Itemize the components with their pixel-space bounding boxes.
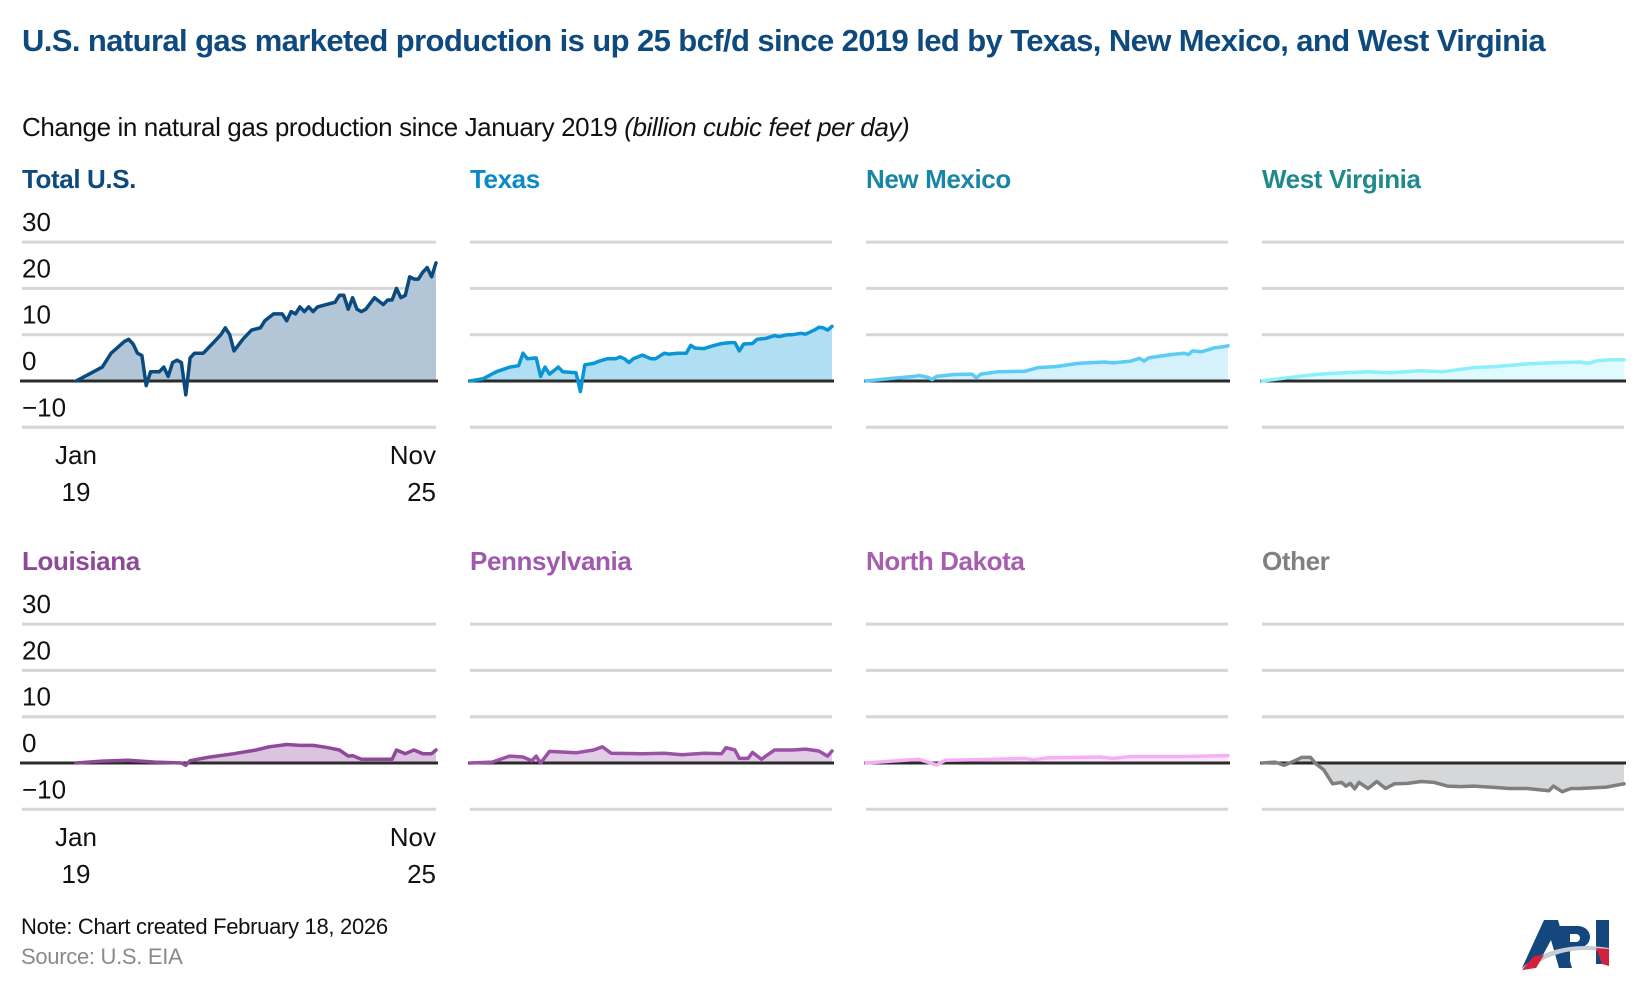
panel-west-virginia: West Virginia	[1260, 164, 1626, 429]
series-line	[1260, 357, 1626, 383]
panel-title: New Mexico	[866, 164, 1011, 194]
y-tick-label: 0	[22, 728, 36, 758]
panel-pennsylvania: Pennsylvania	[468, 546, 834, 811]
panel-title: Other	[1262, 546, 1330, 576]
subtitle-text: Change in natural gas production since J…	[22, 112, 618, 142]
y-tick-label: 20	[22, 635, 51, 665]
chart-note: Note: Chart created February 18, 2026	[21, 914, 388, 939]
series-line	[1260, 755, 1626, 794]
panel-north-dakota: North Dakota	[864, 546, 1230, 811]
y-tick-label: 20	[22, 253, 51, 283]
series-line	[468, 324, 834, 394]
series-line	[468, 745, 834, 765]
panel-total-u-s-: Total U.S. 30 20 10 0 −10 Jan 19 Nov 25	[20, 164, 438, 507]
x-tick-month: Jan	[55, 822, 97, 852]
panel-title: Texas	[470, 164, 540, 194]
y-tick-label: 30	[22, 207, 51, 237]
series-line	[864, 753, 1230, 767]
x-tick-year: 19	[62, 477, 91, 507]
y-tick-label: −10	[22, 774, 66, 804]
panel-other: Other	[1260, 546, 1626, 811]
chart-title: U.S. natural gas marketed production is …	[22, 23, 1546, 58]
y-tick-label: 30	[22, 589, 51, 619]
chart-source: Source: U.S. EIA	[21, 944, 183, 969]
area-fill	[866, 345, 1228, 381]
y-tick-label: 10	[22, 682, 51, 712]
area-fill	[1262, 757, 1624, 792]
panel-title: West Virginia	[1262, 164, 1421, 194]
panel-texas: Texas	[468, 164, 834, 429]
x-tick-month: Nov	[390, 440, 436, 470]
x-tick-year: 25	[407, 477, 436, 507]
x-tick-month: Nov	[390, 822, 436, 852]
x-tick-month: Jan	[55, 440, 97, 470]
area-fill	[76, 262, 436, 395]
y-tick-label: 0	[22, 346, 36, 376]
panel-louisiana: Louisiana 30 20 10 0 −10 Jan 19 Nov 25	[20, 546, 438, 889]
x-tick-year: 19	[62, 859, 91, 889]
area-fill	[76, 744, 436, 766]
y-tick-label: 10	[22, 300, 51, 330]
chart-subtitle: Change in natural gas production since J…	[22, 112, 910, 143]
panel-new-mexico: New Mexico	[864, 164, 1230, 429]
panel-title: Louisiana	[22, 546, 141, 576]
y-tick-label: −10	[22, 392, 66, 422]
subtitle-unit: (billion cubic feet per day)	[624, 112, 910, 142]
series-line	[74, 261, 438, 397]
series-line	[74, 742, 438, 768]
series-line	[864, 344, 1230, 383]
panel-title: Pennsylvania	[470, 546, 632, 576]
panel-title: North Dakota	[866, 546, 1025, 576]
api-logo	[1522, 920, 1609, 970]
panel-title: Total U.S.	[22, 164, 136, 194]
x-tick-year: 25	[407, 859, 436, 889]
